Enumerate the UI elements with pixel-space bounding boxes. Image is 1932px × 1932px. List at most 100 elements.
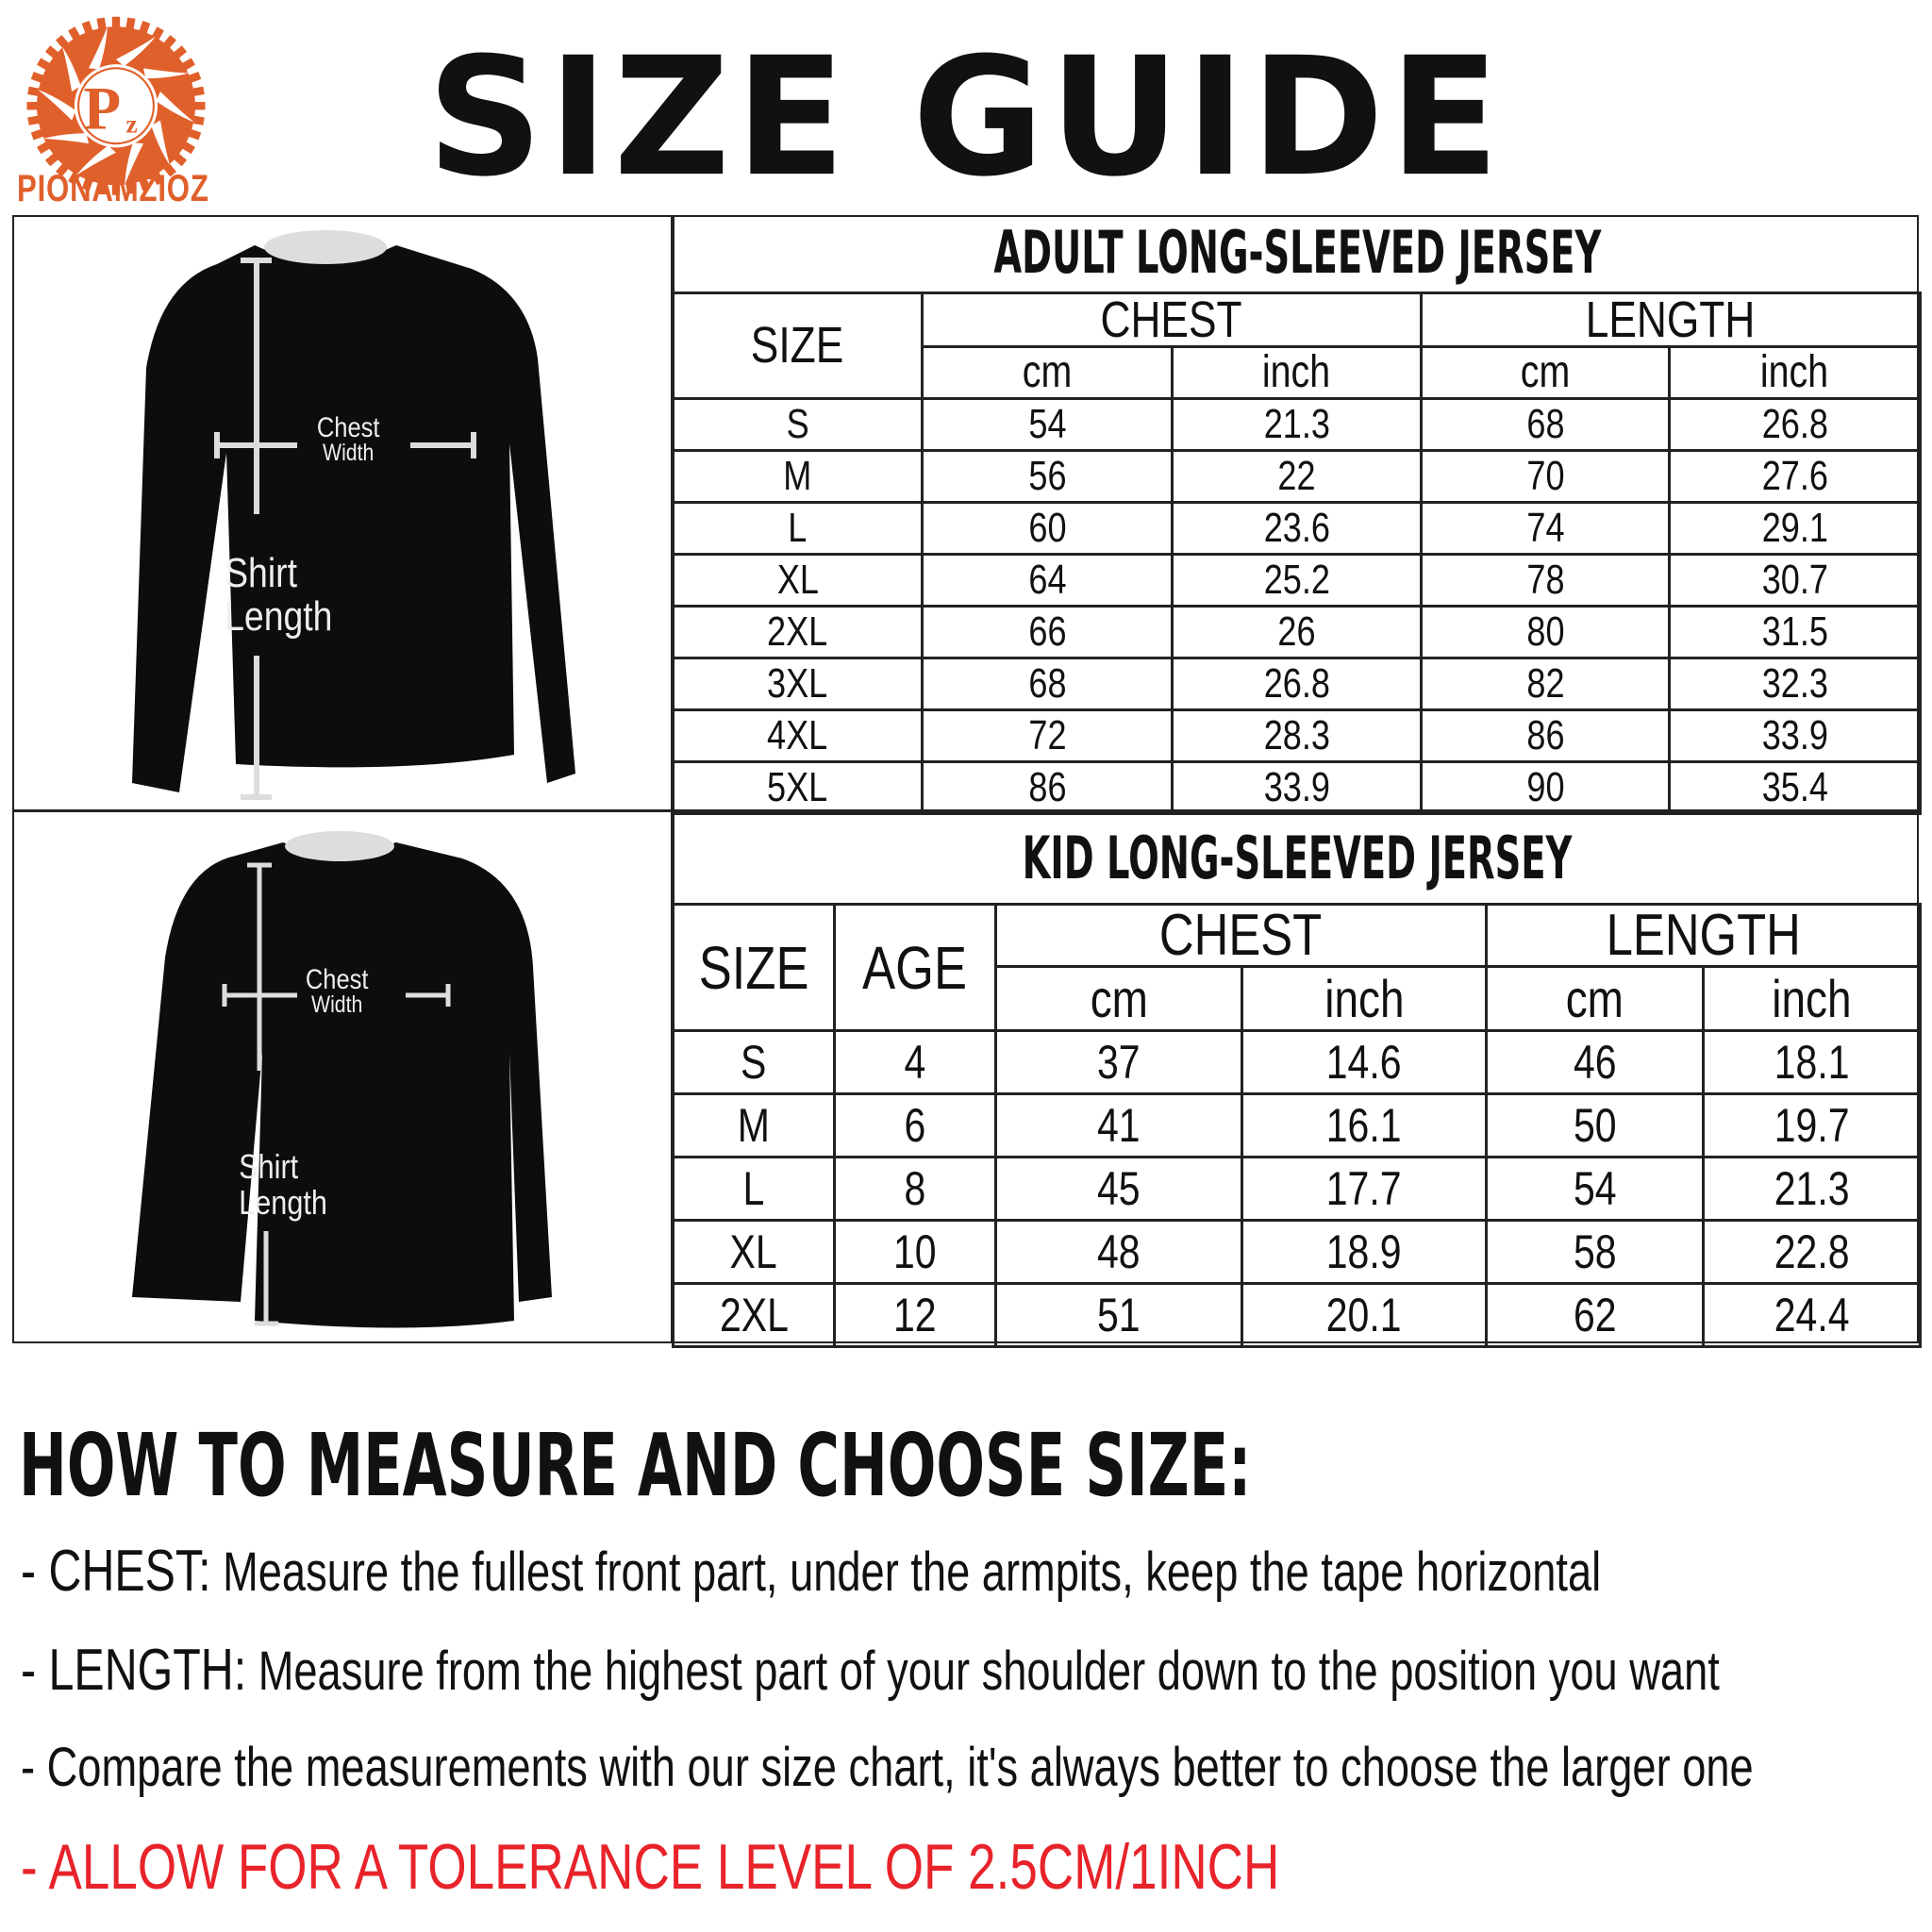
table-row: M 6 41 16.1 50 19.7 [672, 1092, 1923, 1158]
label-shirt: Shirt [225, 550, 298, 596]
table-row: L 8 45 17.7 54 21.3 [672, 1156, 1923, 1222]
table-cell: XL [672, 1219, 836, 1285]
table-cell: 33.9 [1171, 759, 1423, 815]
table-cell: 82 [1420, 656, 1671, 711]
header-length: LENGTH [1419, 291, 1923, 348]
table-cell: 28.3 [1171, 708, 1423, 763]
table-cell: 68 [1420, 396, 1671, 452]
table-cell: 26 [1171, 604, 1423, 659]
howto-heading: HOW TO MEASURE AND CHOOSE SIZE: [19, 1415, 1252, 1516]
table-cell: 45 [994, 1156, 1243, 1222]
table-cell: 22.8 [1701, 1219, 1923, 1285]
howto-tolerance: - ALLOW FOR A TOLERANCE LEVEL OF 2.5CM/1… [21, 1831, 1280, 1903]
header-length-inch: inch [1701, 965, 1923, 1032]
header-length-cm: cm [1485, 965, 1705, 1032]
table-cell: XL [672, 552, 924, 608]
table-cell: 22 [1171, 448, 1423, 504]
table-cell: 80 [1420, 604, 1671, 659]
table-cell: 24.4 [1701, 1282, 1923, 1348]
table-cell: 68 [921, 656, 1174, 711]
label-length: Length [225, 593, 333, 640]
table-cell: 17.7 [1241, 1156, 1488, 1222]
table-cell: 19.7 [1701, 1092, 1923, 1158]
table-cell: 33.9 [1667, 708, 1923, 763]
brand-logo: P z [26, 16, 206, 195]
table-row: 2XL 66 26 80 31.5 [672, 604, 1923, 659]
header-chest-inch: inch [1241, 965, 1488, 1032]
table-cell: 18.1 [1701, 1029, 1923, 1095]
table-cell: 56 [921, 448, 1174, 504]
chest-width-label: Chest Width [316, 412, 380, 466]
table-cell: 21.3 [1171, 396, 1423, 452]
header-age: AGE [833, 903, 997, 1032]
table-cell: 21.3 [1701, 1156, 1923, 1222]
table-cell: 64 [921, 552, 1174, 608]
table-cell: 58 [1485, 1219, 1705, 1285]
table-cell: 29.1 [1667, 500, 1923, 556]
header-size: SIZE [672, 291, 924, 400]
kid-table-title: KID LONG-SLEEVED JERSEY [671, 810, 1921, 906]
table-cell: 26.8 [1171, 656, 1423, 711]
table-row: S 54 21.3 68 26.8 [672, 396, 1923, 452]
label-width: Width [323, 440, 375, 466]
table-cell: 16.1 [1241, 1092, 1488, 1158]
length-label: - LENGTH: [21, 1638, 247, 1703]
page-title: SIZE GUIDE [426, 23, 1506, 213]
table-cell: 50 [1485, 1092, 1705, 1158]
header-chest: CHEST [921, 291, 1423, 348]
table-cell: 8 [833, 1156, 997, 1222]
length-text: Measure from the highest part of your sh… [246, 1641, 1720, 1702]
table-cell: 27.6 [1667, 448, 1923, 504]
label-chest: Chest [316, 412, 380, 443]
table-cell: 2XL [672, 1282, 836, 1348]
shirt-length-label: Shirt Length [225, 552, 332, 639]
chest-label: - CHEST: [21, 1539, 211, 1604]
header-size: SIZE [672, 903, 836, 1032]
label-shirt: Shirt [239, 1147, 299, 1186]
table-cell: 26.8 [1667, 396, 1923, 452]
table-cell: 48 [994, 1219, 1243, 1285]
table-cell: M [672, 1092, 836, 1158]
table-cell: 4 [833, 1029, 997, 1095]
adult-size-table: ADULT LONG-SLEEVED JERSEY SIZE CHEST LENGT… [671, 215, 1923, 815]
divider [671, 215, 674, 1343]
table-cell: 23.6 [1171, 500, 1423, 556]
adult-shirt-diagram [132, 230, 575, 800]
table-cell: 78 [1420, 552, 1671, 608]
table-cell: L [672, 1156, 836, 1222]
table-row: 2XL 12 51 20.1 62 24.4 [672, 1282, 1923, 1348]
table-cell: 6 [833, 1092, 997, 1158]
header-chest-inch: inch [1171, 344, 1423, 400]
header-length-cm: cm [1420, 344, 1671, 400]
table-cell: 66 [921, 604, 1174, 659]
header-chest: CHEST [994, 903, 1488, 968]
table-cell: S [672, 396, 924, 452]
header-length: LENGTH [1484, 903, 1923, 968]
label-width: Width [311, 991, 363, 1018]
header-length-inch: inch [1667, 344, 1923, 400]
kid-size-table: KID LONG-SLEEVED JERSEY SIZE AGE CHEST LENG… [671, 810, 1923, 1348]
table-cell: 46 [1485, 1029, 1705, 1095]
table-row: 5XL 86 33.9 90 35.4 [672, 759, 1923, 815]
table-cell: 31.5 [1667, 604, 1923, 659]
table-cell: 14.6 [1241, 1029, 1488, 1095]
table-row: S 4 37 14.6 46 18.1 [672, 1029, 1923, 1095]
table-cell: 18.9 [1241, 1219, 1488, 1285]
table-row: 3XL 68 26.8 82 32.3 [672, 656, 1923, 711]
table-cell: 5XL [672, 759, 924, 815]
howto-chest: - CHEST: Measure the fullest front part,… [21, 1538, 1601, 1605]
table-cell: 72 [921, 708, 1174, 763]
howto-compare: - Compare the measurements with our size… [21, 1737, 1754, 1798]
label-chest: Chest [305, 964, 369, 995]
table-cell: M [672, 448, 924, 504]
table-row: L 60 23.6 74 29.1 [672, 500, 1923, 556]
kid-chest-width-label: Chest Width [305, 964, 369, 1018]
table-cell: 62 [1485, 1282, 1705, 1348]
table-cell: 90 [1420, 759, 1671, 815]
header-chest-cm: cm [994, 965, 1243, 1032]
table-cell: 32.3 [1667, 656, 1923, 711]
kid-shirt-length-label: Shirt Length [239, 1149, 327, 1221]
table-cell: 86 [921, 759, 1174, 815]
header-chest-cm: cm [921, 344, 1174, 400]
table-cell: 25.2 [1171, 552, 1423, 608]
